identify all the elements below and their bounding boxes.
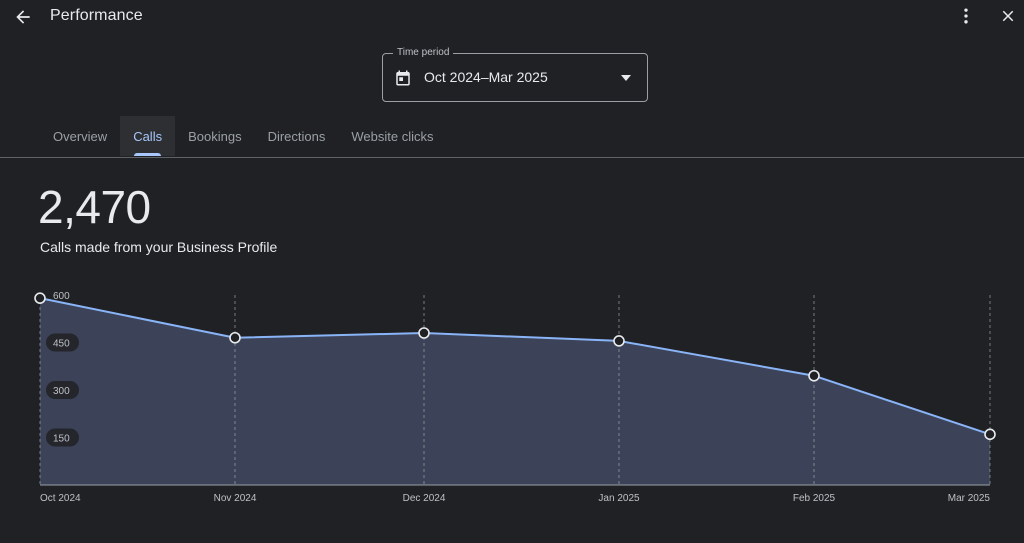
chart-line (39, 297, 991, 436)
tab-directions[interactable]: Directions (267, 128, 326, 144)
data-point-mar-2025 (984, 428, 996, 441)
time-period-select[interactable]: Time period Oct 2024–Mar 2025 (382, 47, 648, 102)
tab-calls[interactable]: Calls (120, 116, 176, 156)
x-tick-label-oct-2024: Oct 2024 (40, 493, 81, 504)
time-period-value: Oct 2024–Mar 2025 (424, 69, 548, 85)
y-tick-label-300: 300 (53, 386, 70, 397)
back-button[interactable] (10, 4, 36, 30)
dropdown-caret-icon (621, 75, 631, 81)
data-point-jan-2025 (613, 335, 625, 347)
close-icon (1002, 10, 1014, 22)
tab-bar: Overview Calls Bookings Directions Websi… (40, 116, 447, 157)
y-tick-label-600: 600 (53, 291, 70, 302)
calls-chart: 600 450 300 150 Oct 2024 Nov 2024 Dec 2024 Jan … (34, 291, 996, 504)
arrow-back-icon (16, 10, 30, 24)
page-title: Performance (50, 7, 143, 24)
y-tick-pill-450 (46, 333, 79, 352)
data-point-oct-2024 (34, 292, 46, 304)
more-options-button[interactable] (954, 4, 978, 28)
tab-overview[interactable]: Overview (53, 128, 108, 144)
data-point-dec-2024 (418, 327, 430, 339)
calendar-icon (396, 70, 410, 86)
calls-description: Calls made from your Business Profile (40, 239, 278, 255)
chart-area (40, 298, 990, 485)
calls-total: 2,470 (38, 181, 151, 233)
y-tick-label-150: 150 (53, 434, 70, 445)
y-tick-label-450: 450 (53, 339, 70, 350)
x-tick-label-mar-2025: Mar 2025 (948, 493, 991, 504)
time-period-label: Time period (393, 47, 454, 59)
x-tick-label-dec-2024: Dec 2024 (403, 493, 446, 504)
x-tick-label-nov-2024: Nov 2024 (214, 493, 257, 504)
x-tick-label-jan-2025: Jan 2025 (598, 493, 640, 504)
close-button[interactable] (996, 4, 1020, 28)
x-tick-label-feb-2025: Feb 2025 (793, 493, 836, 504)
data-point-nov-2024 (229, 331, 241, 344)
y-tick-pill-150 (46, 428, 79, 447)
tab-website-clicks[interactable]: Website clicks (351, 128, 434, 144)
y-tick-pill-300 (46, 381, 79, 399)
tabs-divider (0, 157, 1024, 158)
data-point-feb-2025 (808, 369, 820, 382)
tab-bookings[interactable]: Bookings (188, 128, 242, 144)
more-vert-icon (964, 8, 968, 24)
